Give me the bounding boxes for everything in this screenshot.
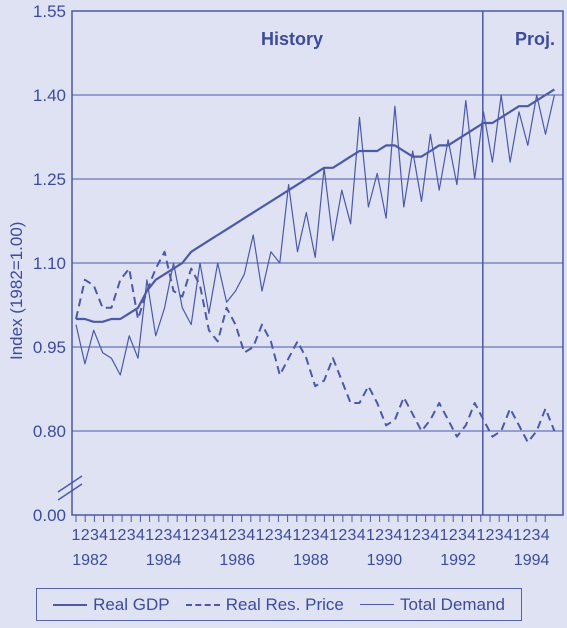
quarter-tick-label: 3 [200,527,209,544]
quarter-tick-label: 2 [228,527,237,544]
legend-label-total-demand: Total Demand [400,594,505,614]
quarter-tick-label: 3 [274,527,283,544]
legend-swatch-dashed [185,603,220,606]
quarter-tick-label: 3 [532,527,541,544]
quarter-tick-label: 2 [118,527,127,544]
legend-item-total-demand: Total Demand [360,595,505,615]
quarter-tick-label: 1 [403,527,412,544]
legend-swatch-solid [53,603,88,606]
quarter-tick-label: 2 [302,527,311,544]
quarter-tick-label: 1 [108,527,117,544]
axes: 1.551.401.251.100.950.800.001 2 3 4 1 2 3 4 1 2 3 4… [33,2,564,569]
year-tick-label: 1992 [440,552,476,569]
quarter-tick-label: 4 [320,527,329,544]
quarter-tick-label: 3 [495,527,504,544]
quarter-tick-label: 3 [237,527,246,544]
quarter-tick-label: 2 [449,527,458,544]
quarter-tick-label: 2 [154,527,163,544]
quarter-tick-label: 4 [541,527,550,544]
year-tick-label: 1986 [219,552,255,569]
legend-item-real-gdp: Real GDP [53,595,170,615]
quarter-tick-label: 1 [219,527,228,544]
quarter-tick-label: 4 [357,527,366,544]
quarter-tick-label: 2 [191,527,200,544]
quarter-tick-label: 4 [283,527,292,544]
quarter-tick-label: 1 [292,527,301,544]
quarter-tick-label: 4 [99,527,108,544]
quarter-tick-label: 4 [467,527,476,544]
quarter-tick-label: 3 [127,527,136,544]
series-layer [75,88,556,444]
quarter-tick-label: 1 [329,527,338,544]
quarter-tick-label: 1 [72,527,81,544]
year-tick-label: 1984 [146,552,182,569]
quarter-tick-label: 3 [421,527,430,544]
quarter-tick-label: 3 [90,527,99,544]
quarter-tick-label: 2 [265,527,274,544]
legend-label-real-res-price: Real Res. Price [225,594,344,614]
series-line-real-gdp [76,88,555,323]
y-tick-label: 1.40 [33,86,66,105]
legend: Real GDP Real Res. Price Total Demand [36,588,522,621]
quarter-tick-label: 3 [164,527,173,544]
quarter-tick-label: 4 [173,527,182,544]
quarter-tick-label: 2 [375,527,384,544]
y-tick-label: 1.25 [33,170,66,189]
quarter-tick-label: 3 [311,527,320,544]
y-tick-label: 0.00 [33,506,66,525]
quarter-tick-label: 2 [412,527,421,544]
axis-break-mark [57,483,83,501]
quarter-tick-label: 4 [504,527,513,544]
quarter-tick-label: 3 [348,527,357,544]
quarter-tick-label: 3 [384,527,393,544]
quarter-tick-label: 4 [136,527,145,544]
quarter-tick-label: 1 [440,527,449,544]
quarter-tick-label: 1 [476,527,485,544]
legend-swatch-thin [360,604,395,605]
quarter-tick-label: 1 [513,527,522,544]
y-tick-label: 1.10 [33,254,66,273]
y-axis-label: Index (1982=1.00) [7,222,26,360]
year-tick-label: 1988 [293,552,329,569]
quarter-tick-label: 2 [486,527,495,544]
quarter-tick-label: 3 [458,527,467,544]
year-tick-label: 1982 [72,552,108,569]
y-tick-label: 1.55 [33,2,66,21]
quarter-tick-label: 4 [246,527,255,544]
quarter-tick-label: 1 [145,527,154,544]
y-tick-label: 0.80 [33,422,66,441]
year-tick-label: 1990 [367,552,403,569]
axis-break-mark [57,475,83,493]
series-line-total-demand [75,94,555,376]
legend-label-real-gdp: Real GDP [93,594,170,614]
quarter-tick-label: 4 [210,527,219,544]
quarter-tick-label: 4 [394,527,403,544]
series-line-real-res-price [75,250,556,444]
year-tick-label: 1994 [514,552,550,569]
y-tick-label: 0.95 [33,338,66,357]
quarter-tick-label: 4 [430,527,439,544]
quarter-tick-label: 1 [182,527,191,544]
quarter-tick-label: 2 [522,527,531,544]
projection-label: Proj. [515,29,555,49]
chart-canvas: Index (1982=1.00) 1.55 1.40 1.25 1.10 0.95 0.… [7,2,564,569]
quarter-tick-label: 2 [338,527,347,544]
history-label: History [261,29,323,49]
quarter-tick-label: 2 [81,527,90,544]
legend-item-real-res-price: Real Res. Price [185,594,344,615]
quarter-tick-label: 1 [366,527,375,544]
quarter-tick-label: 1 [256,527,265,544]
